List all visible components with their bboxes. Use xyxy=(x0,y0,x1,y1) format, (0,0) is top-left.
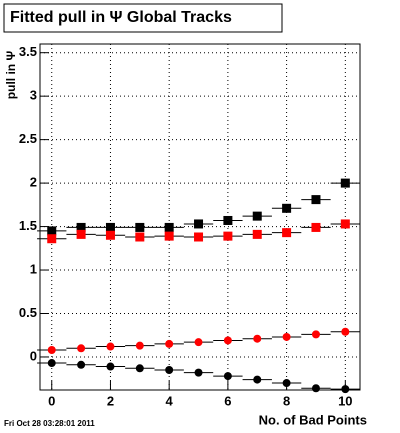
marker xyxy=(135,222,145,232)
x-axis-label: No. of Bad Points xyxy=(259,412,367,427)
marker xyxy=(135,232,145,242)
marker xyxy=(76,229,86,239)
marker xyxy=(106,362,115,371)
marker xyxy=(105,230,115,240)
marker xyxy=(194,232,204,242)
title-box xyxy=(3,3,283,33)
marker xyxy=(77,360,86,369)
marker xyxy=(311,195,321,205)
marker xyxy=(282,228,292,238)
marker xyxy=(340,219,350,229)
marker xyxy=(165,366,174,375)
y-tick-label: 1 xyxy=(30,261,37,276)
marker xyxy=(223,215,233,225)
x-tick-label: 4 xyxy=(166,393,174,408)
y-tick-label: 0.5 xyxy=(19,305,37,320)
marker xyxy=(341,385,350,394)
marker xyxy=(165,339,174,348)
marker xyxy=(164,222,174,232)
marker xyxy=(223,231,233,241)
marker xyxy=(194,338,203,347)
y-tick-label: 3.5 xyxy=(19,44,37,59)
marker xyxy=(340,178,350,188)
x-tick-label: 6 xyxy=(224,393,231,408)
marker xyxy=(194,368,203,377)
y-tick-label: 0 xyxy=(30,348,37,363)
marker xyxy=(311,384,320,393)
y-tick-label: 3 xyxy=(30,88,37,103)
marker xyxy=(47,226,57,236)
marker xyxy=(47,234,57,244)
x-tick-label: 2 xyxy=(107,393,114,408)
marker xyxy=(135,341,144,350)
y-tick-label: 2.5 xyxy=(19,131,37,146)
marker xyxy=(341,327,350,336)
x-tick-label: 0 xyxy=(48,393,55,408)
marker xyxy=(194,219,204,229)
marker xyxy=(253,334,262,343)
marker xyxy=(252,229,262,239)
y-tick-label: 1.5 xyxy=(19,218,37,233)
marker xyxy=(311,222,321,232)
marker xyxy=(105,222,115,232)
marker xyxy=(223,336,232,345)
chart-title: Fitted pull in Ψ Global Tracks xyxy=(10,9,232,26)
marker xyxy=(282,203,292,213)
marker xyxy=(135,364,144,373)
marker xyxy=(76,222,86,232)
y-tick-label: 2 xyxy=(30,175,37,190)
marker xyxy=(106,342,115,351)
plot-frame xyxy=(39,43,361,391)
marker xyxy=(282,379,291,388)
x-tick-label: 8 xyxy=(283,393,290,408)
timestamp: Fri Oct 28 03:28:01 2011 xyxy=(4,419,95,428)
marker xyxy=(252,211,262,221)
x-tick-label: 10 xyxy=(338,393,352,408)
marker xyxy=(253,375,262,384)
marker xyxy=(47,346,56,355)
marker xyxy=(311,330,320,339)
marker xyxy=(47,359,56,368)
y-axis-label: pull in Ψ xyxy=(4,51,18,100)
marker xyxy=(164,231,174,241)
marker xyxy=(77,344,86,353)
marker xyxy=(282,332,291,341)
marker xyxy=(223,372,232,381)
